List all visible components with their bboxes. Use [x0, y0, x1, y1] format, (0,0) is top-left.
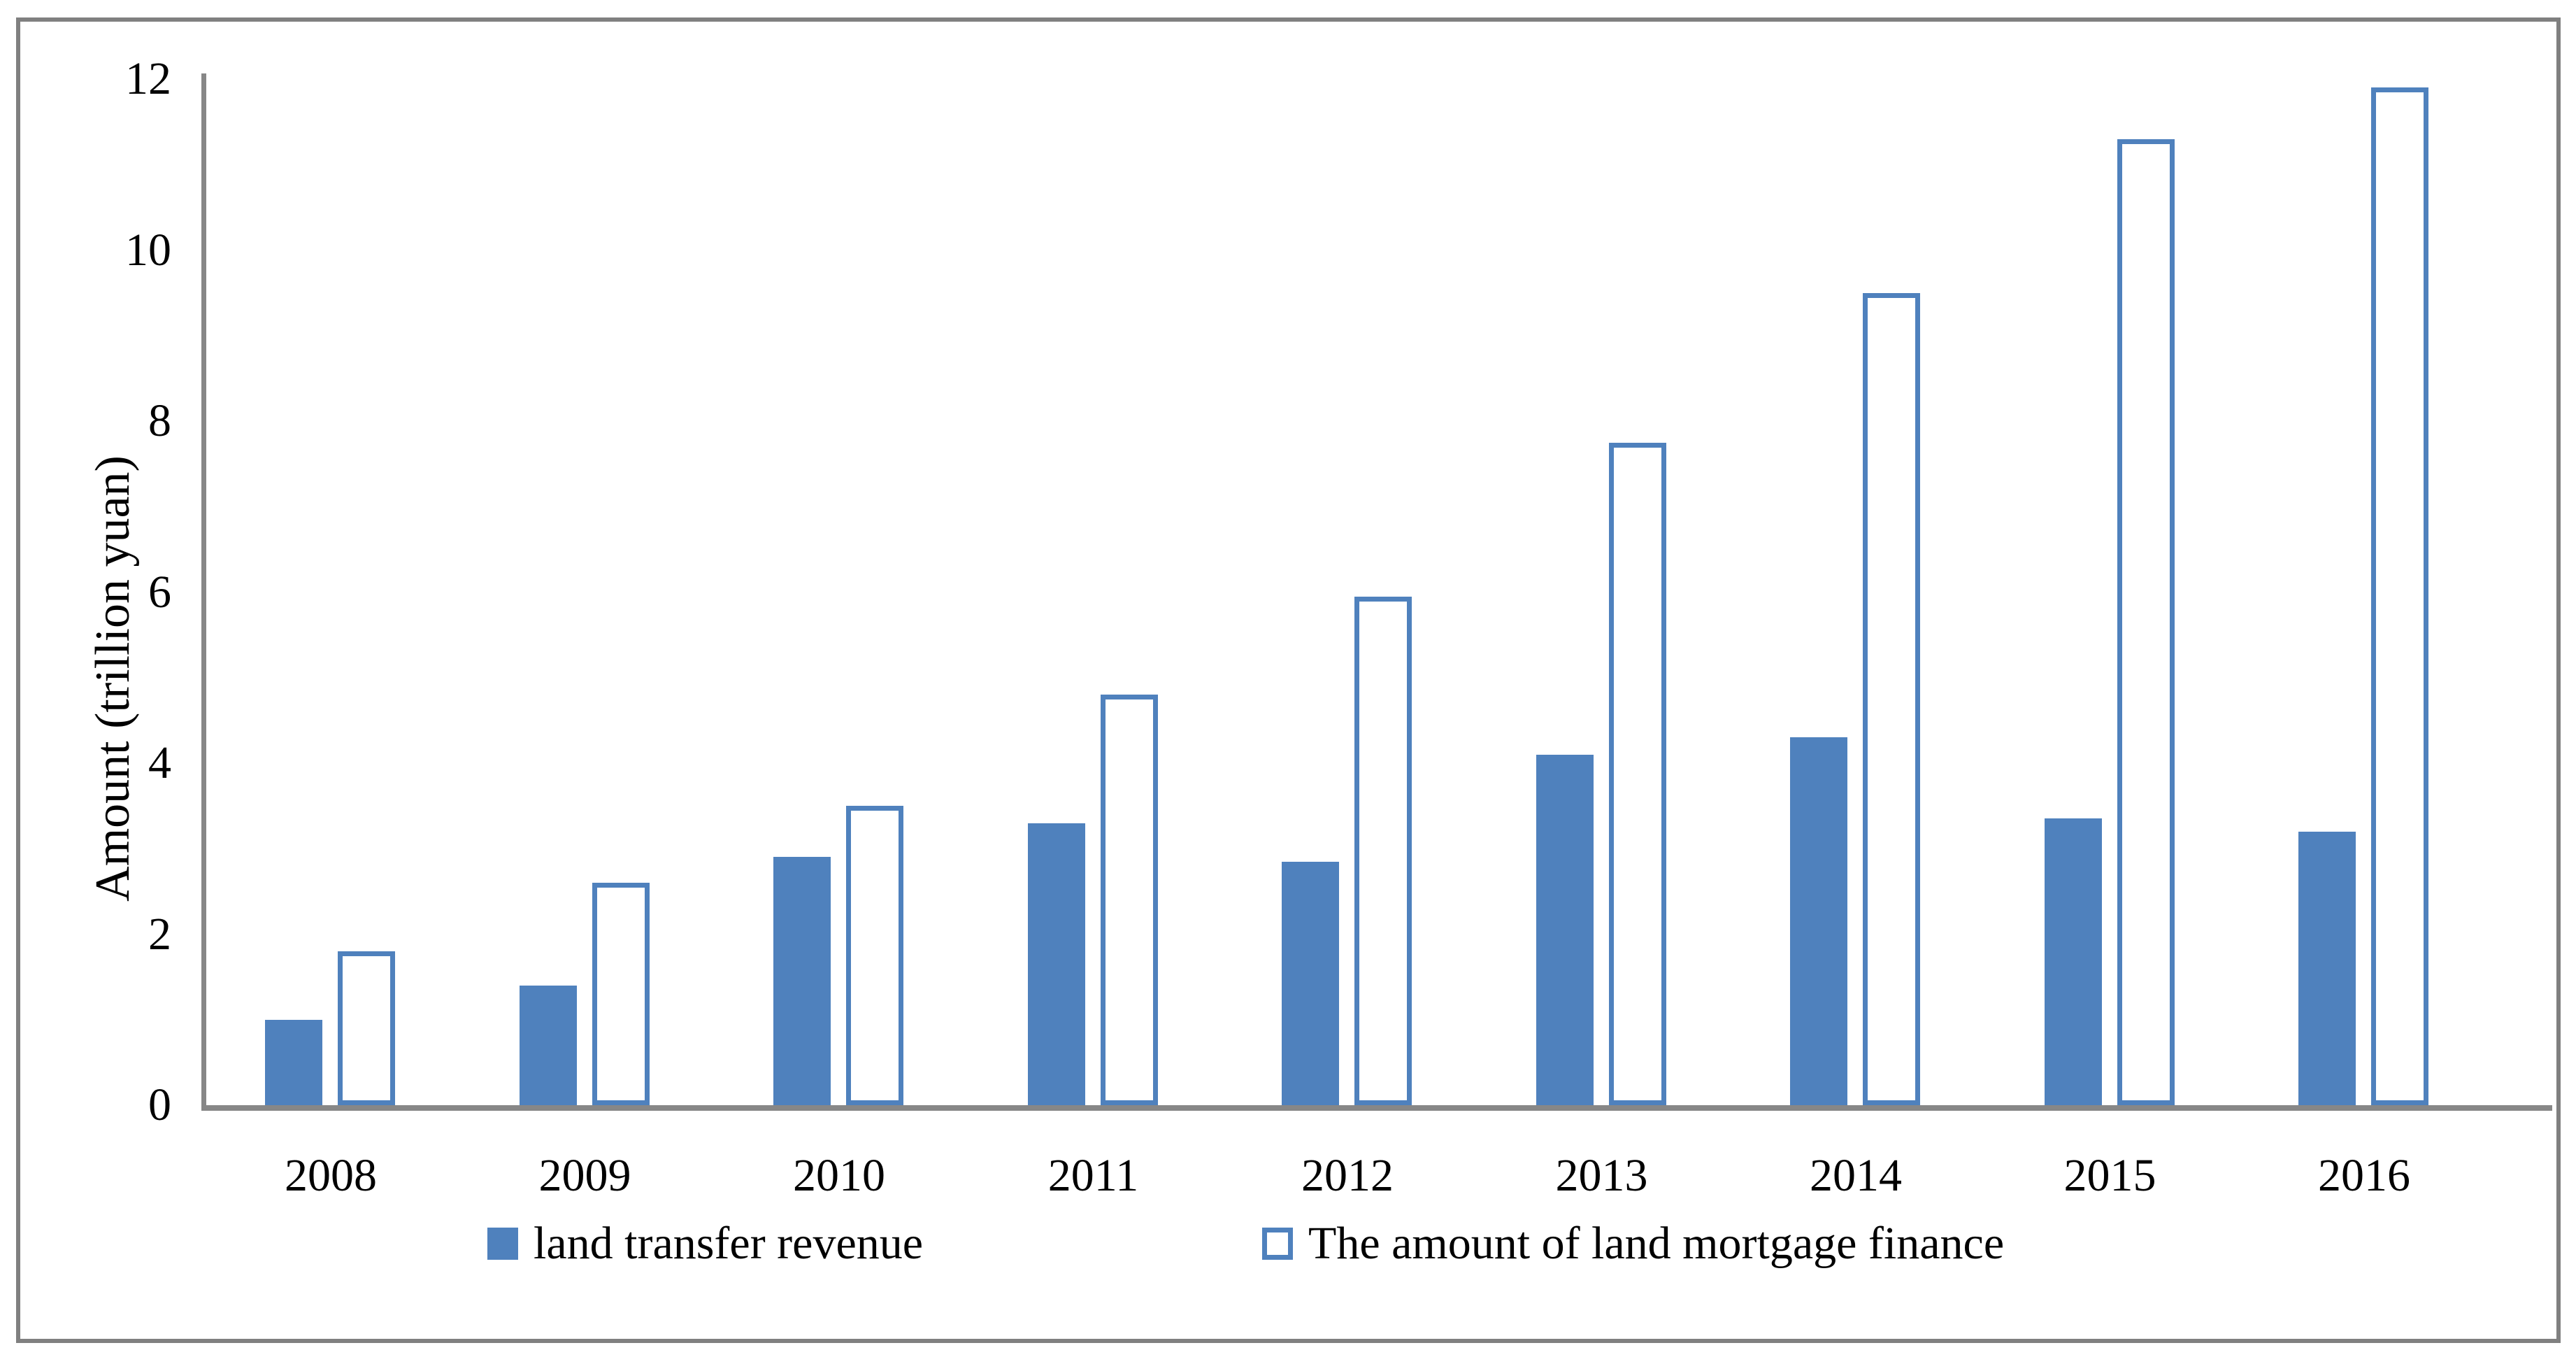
bar-land-mortgage-finance-2008 [338, 951, 395, 1105]
x-tick-label-2012: 2012 [1301, 1150, 1394, 1201]
bar-land-mortgage-finance-2012 [1354, 596, 1412, 1105]
bar-land-transfer-revenue-2011 [1027, 823, 1085, 1105]
legend-item-land-mortgage-finance: The amount of land mortgage finance [1262, 1218, 2004, 1269]
y-axis-line [201, 73, 206, 1110]
x-tick-label-2011: 2011 [1047, 1150, 1139, 1201]
x-axis-line [201, 1105, 2552, 1111]
bar-land-mortgage-finance-2016 [2371, 87, 2428, 1105]
bar-land-transfer-revenue-2014 [1790, 737, 1847, 1105]
bar-land-mortgage-finance-2011 [1100, 695, 1158, 1105]
bar-land-mortgage-finance-2015 [2117, 138, 2175, 1105]
bar-land-transfer-revenue-2013 [1536, 754, 1594, 1105]
x-tick-label-2010: 2010 [793, 1150, 885, 1201]
x-tick-label-2016: 2016 [2318, 1150, 2410, 1201]
legend-marker-outline-square-icon [1262, 1228, 1293, 1260]
bar-land-transfer-revenue-2009 [519, 985, 577, 1105]
bar-land-transfer-revenue-2015 [2044, 818, 2102, 1105]
y-tick-label-10: 10 [125, 224, 171, 276]
bar-land-mortgage-finance-2014 [1863, 292, 1920, 1105]
x-tick-label-2009: 2009 [538, 1150, 631, 1201]
y-tick-label-0: 0 [148, 1079, 171, 1130]
x-tick-label-2015: 2015 [2063, 1150, 2156, 1201]
bar-land-transfer-revenue-2016 [2298, 831, 2356, 1105]
bar-land-mortgage-finance-2010 [846, 806, 903, 1105]
bar-land-transfer-revenue-2012 [1282, 861, 1339, 1105]
legend-label-land-mortgage-finance: The amount of land mortgage finance [1308, 1218, 2005, 1269]
legend-item-land-transfer-revenue: land transfer revenue [487, 1218, 923, 1269]
bar-land-mortgage-finance-2013 [1608, 442, 1666, 1105]
x-tick-label-2014: 2014 [1810, 1150, 1902, 1201]
y-axis-title: Amount (trillion yuan) [86, 455, 140, 902]
bar-land-transfer-revenue-2008 [265, 1019, 322, 1105]
x-tick-label-2013: 2013 [1555, 1150, 1648, 1201]
legend-marker-solid-square-icon [487, 1228, 518, 1260]
y-tick-label-6: 6 [148, 566, 171, 618]
y-tick-label-4: 4 [148, 737, 171, 788]
x-tick-label-2008: 2008 [285, 1150, 377, 1201]
bar-land-mortgage-finance-2009 [592, 883, 650, 1105]
y-tick-label-12: 12 [125, 53, 171, 104]
bar-land-transfer-revenue-2010 [773, 857, 831, 1105]
y-tick-label-2: 2 [148, 908, 171, 960]
y-tick-label-8: 8 [148, 395, 171, 446]
legend-label-land-transfer-revenue: land transfer revenue [534, 1218, 924, 1269]
